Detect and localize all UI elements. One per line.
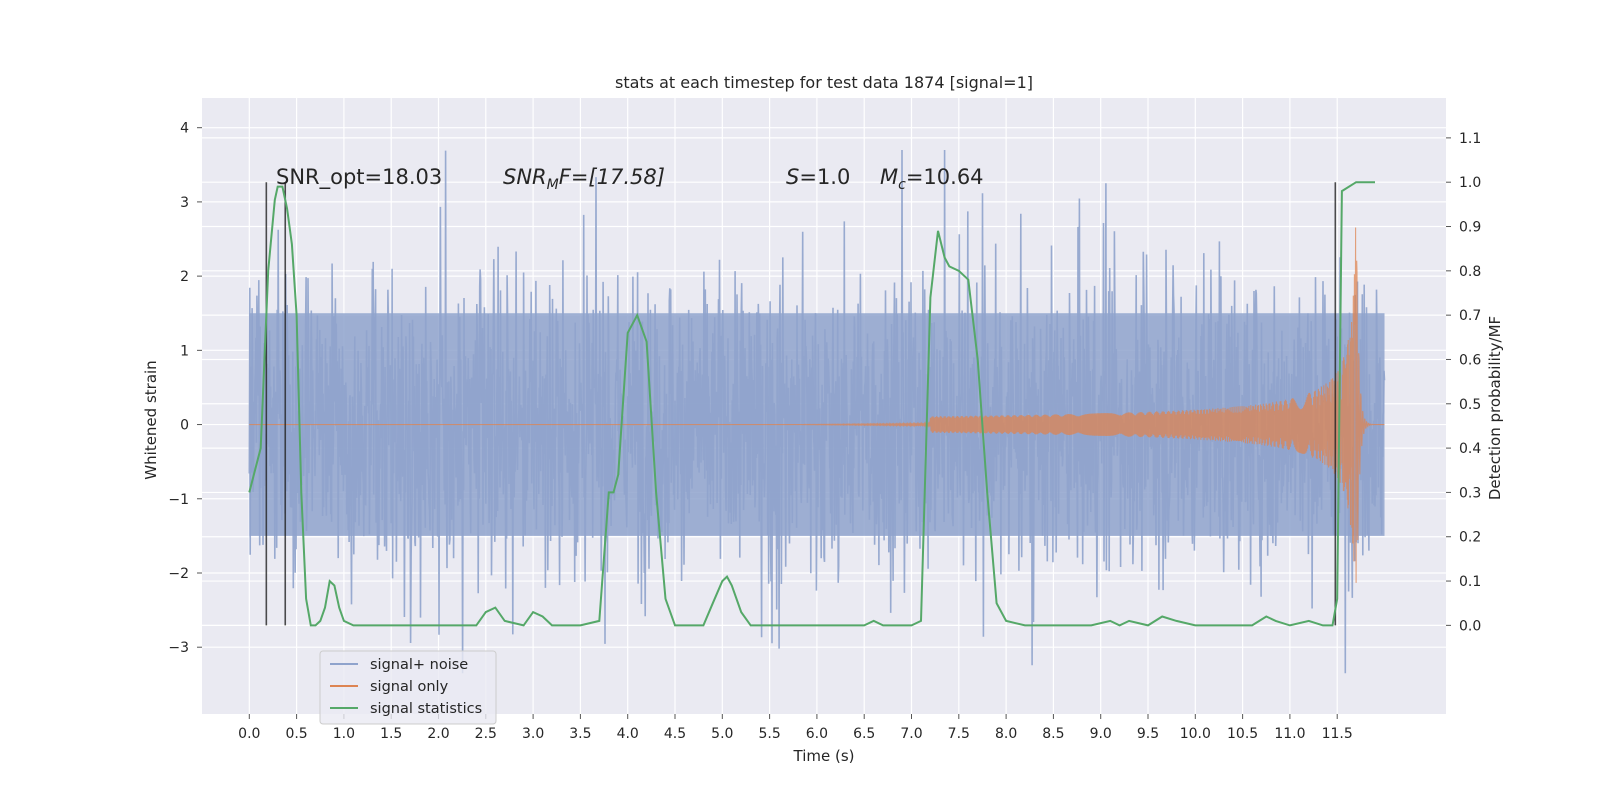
y2-axis-ticks: 0.0 0.1 0.2 0.3 0.4 0.5 0.6 0.7 0.8 0.9 1.0 1.1	[1446, 131, 1481, 634]
legend-label-stats: signal statistics	[370, 701, 482, 717]
annotation-snr-mf-main: SNR	[503, 165, 547, 189]
x-tick-label: 8.0	[995, 726, 1017, 742]
x-tick-label: 6.0	[806, 726, 828, 742]
y2-tick-label: 1.1	[1459, 131, 1481, 147]
chart-title: stats at each timestep for test data 187…	[615, 73, 1033, 92]
series-signal-statistics	[248, 181, 1375, 627]
legend-box	[319, 650, 497, 725]
annotation-s-main: S	[786, 165, 799, 189]
x-tick-label: 10.5	[1227, 726, 1258, 742]
y2-tick-label: 0.8	[1459, 264, 1481, 280]
x-tick-label: 10.0	[1180, 726, 1211, 742]
x-tick-label: 9.5	[1137, 726, 1159, 742]
y-tick-label: −2	[168, 566, 189, 582]
legend-label-noise: signal+ noise	[370, 657, 468, 673]
y-tick-label: 1	[180, 343, 189, 359]
annotation-mc-rest: =10.64	[906, 165, 984, 189]
x-axis-label: Time (s)	[793, 747, 855, 765]
x-axis-ticks: 0.0 0.5 1.0 1.5 2.0 2.5 3.0 3.5 4.0 4.5 5.0 5.5 6.0 6…	[238, 714, 1353, 742]
annotation-snr-mf: SNRMF=[17.58]	[503, 165, 665, 193]
y2-tick-label: 0.4	[1459, 441, 1481, 457]
y2-tick-label: 1.0	[1459, 175, 1481, 191]
y2-tick-label: 0.2	[1459, 530, 1481, 546]
annotation-mc-main: M	[880, 165, 898, 189]
y2-tick-label: 0.7	[1459, 308, 1481, 324]
series-signal-only	[249, 227, 1385, 583]
x-tick-label: 3.5	[569, 726, 591, 742]
y2-tick-label: 0.0	[1459, 618, 1481, 634]
x-tick-label: 7.0	[900, 726, 922, 742]
x-tick-label: 4.0	[617, 726, 639, 742]
y-tick-label: 2	[180, 269, 189, 285]
y2-tick-label: 0.5	[1459, 397, 1481, 413]
y-tick-label: 3	[180, 195, 189, 211]
x-tick-label: 7.5	[948, 726, 970, 742]
x-tick-label: 11.0	[1274, 726, 1305, 742]
x-tick-label: 9.0	[1090, 726, 1112, 742]
statistics-line	[248, 181, 1375, 627]
x-tick-label: 3.0	[522, 726, 544, 742]
annotation-s: S=1.0	[786, 165, 850, 189]
x-tick-label: 0.0	[238, 726, 260, 742]
y-axis-ticks: −3 −2 −1 0 1 2 3 4	[168, 121, 202, 656]
x-tick-label: 2.5	[475, 726, 497, 742]
legend-label-signal: signal only	[370, 679, 449, 695]
x-tick-label: 8.5	[1042, 726, 1064, 742]
y-tick-label: −1	[168, 492, 189, 508]
legend: signal+ noise signal only signal statist…	[319, 650, 497, 725]
x-tick-label: 6.5	[853, 726, 875, 742]
signal-trace	[249, 227, 1385, 583]
x-tick-label: 2.0	[427, 726, 449, 742]
y2-tick-label: 0.3	[1459, 485, 1481, 501]
x-tick-label: 1.0	[333, 726, 355, 742]
x-tick-label: 4.5	[664, 726, 686, 742]
annotation-snr-mf-rest: F=[17.58]	[559, 165, 665, 189]
annotation-snr-mf-sub: M	[547, 177, 559, 193]
annotation-snr-opt: SNR_opt=18.03	[276, 165, 442, 190]
y-tick-label: 0	[180, 418, 189, 434]
y2-tick-label: 0.1	[1459, 574, 1481, 590]
x-tick-label: 5.5	[758, 726, 780, 742]
x-tick-label: 5.0	[711, 726, 733, 742]
y-tick-label: 4	[180, 121, 189, 137]
y2-axis-label: Detection probability/MF	[1486, 316, 1504, 500]
y-tick-label: −3	[168, 640, 189, 656]
annotation-mc: Mc=10.64	[880, 165, 984, 193]
y2-tick-label: 0.9	[1459, 220, 1481, 236]
y-axis-label: Whitened strain	[142, 360, 160, 479]
x-tick-label: 1.5	[380, 726, 402, 742]
y2-tick-label: 0.6	[1459, 352, 1481, 368]
annotation-mc-sub: c	[898, 177, 906, 193]
x-tick-label: 0.5	[285, 726, 307, 742]
x-tick-label: 11.5	[1322, 726, 1353, 742]
vertical-lines	[265, 182, 1337, 626]
annotation-s-rest: =1.0	[799, 165, 850, 189]
